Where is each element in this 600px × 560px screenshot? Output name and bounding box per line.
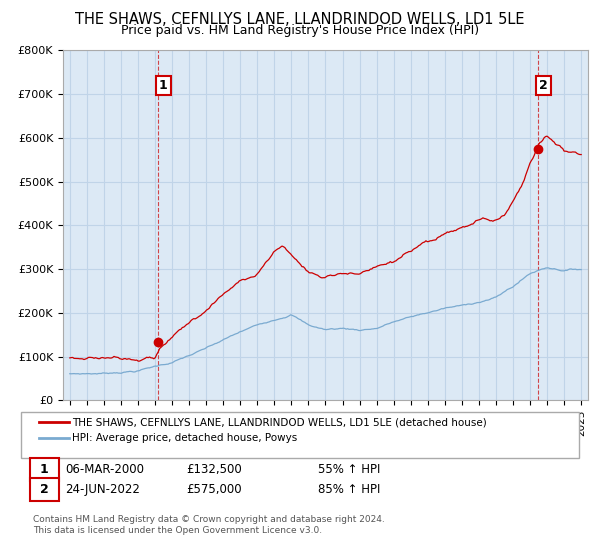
Text: THE SHAWS, CEFNLLYS LANE, LLANDRINDOD WELLS, LD1 5LE: THE SHAWS, CEFNLLYS LANE, LLANDRINDOD WE… [75, 12, 525, 27]
Text: Price paid vs. HM Land Registry's House Price Index (HPI): Price paid vs. HM Land Registry's House … [121, 24, 479, 36]
Text: £575,000: £575,000 [186, 483, 242, 496]
Text: 2: 2 [539, 79, 548, 92]
Text: THE SHAWS, CEFNLLYS LANE, LLANDRINDOD WELLS, LD1 5LE (detached house): THE SHAWS, CEFNLLYS LANE, LLANDRINDOD WE… [72, 417, 487, 427]
Text: Contains HM Land Registry data © Crown copyright and database right 2024.: Contains HM Land Registry data © Crown c… [33, 515, 385, 524]
Text: 1: 1 [40, 463, 49, 476]
Text: 24-JUN-2022: 24-JUN-2022 [65, 483, 140, 496]
Text: 06-MAR-2000: 06-MAR-2000 [65, 463, 144, 476]
Text: £132,500: £132,500 [186, 463, 242, 476]
Text: HPI: Average price, detached house, Powys: HPI: Average price, detached house, Powy… [72, 433, 297, 443]
Text: 85% ↑ HPI: 85% ↑ HPI [318, 483, 380, 496]
Text: 1: 1 [159, 79, 167, 92]
Text: 55% ↑ HPI: 55% ↑ HPI [318, 463, 380, 476]
Text: 2: 2 [40, 483, 49, 496]
Text: This data is licensed under the Open Government Licence v3.0.: This data is licensed under the Open Gov… [33, 526, 322, 535]
